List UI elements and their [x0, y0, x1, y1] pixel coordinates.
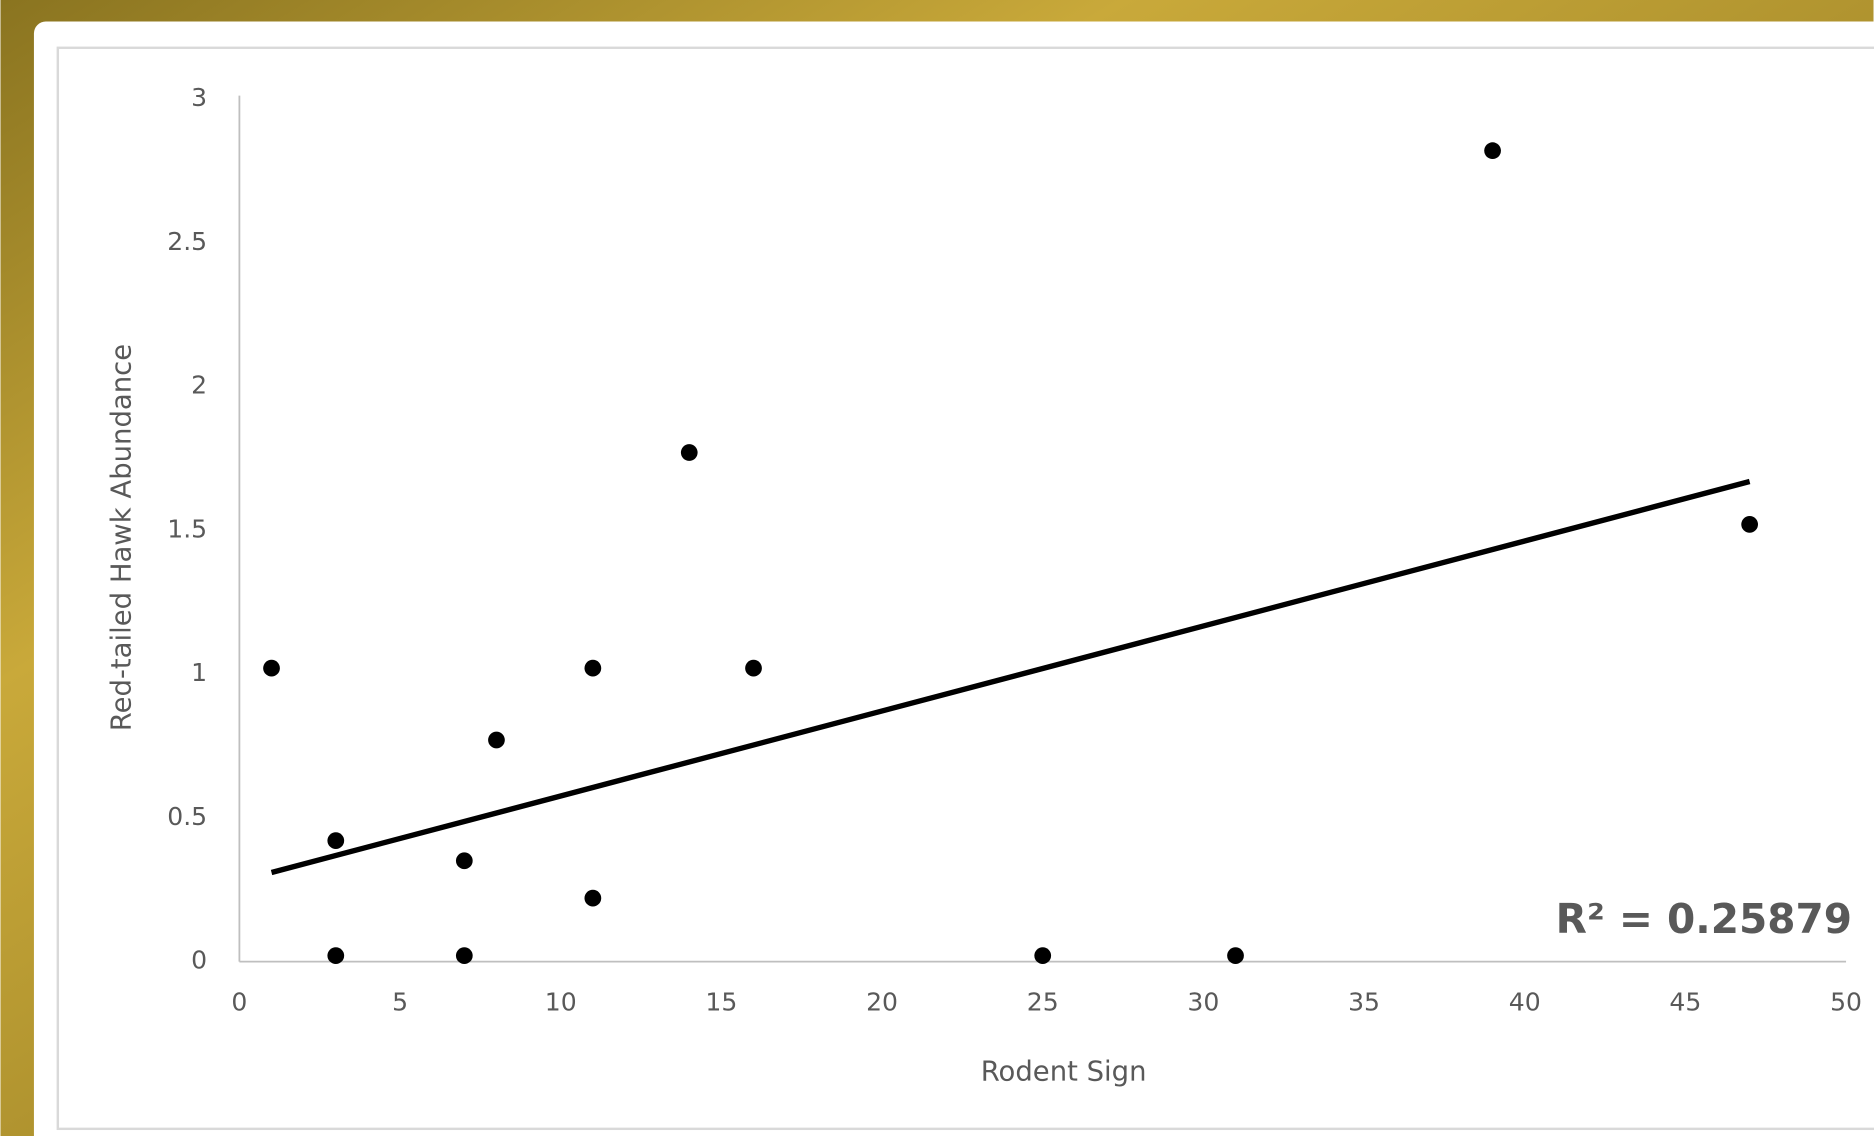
- y-tick-label: 2: [191, 371, 207, 400]
- r-squared: R² = 0.25879: [1556, 895, 1852, 943]
- card: [34, 22, 1874, 1136]
- data-point: [584, 660, 601, 677]
- x-tick-label: 15: [705, 987, 737, 1016]
- x-tick-label: 20: [866, 987, 898, 1016]
- data-point: [488, 732, 505, 749]
- x-tick-label: 45: [1669, 987, 1701, 1016]
- data-point: [1741, 516, 1758, 533]
- screenshot: Rodent Sign Red-tailed Hawk Abundance R²…: [0, 0, 1874, 1136]
- data-point: [263, 660, 280, 677]
- y-tick-label: 1.5: [167, 514, 207, 543]
- data-point: [327, 947, 344, 964]
- y-tick-label: 1: [191, 658, 207, 687]
- x-tick-label: 30: [1187, 987, 1219, 1016]
- data-point: [681, 444, 698, 461]
- x-tick-label: 25: [1027, 987, 1059, 1016]
- x-tick-label: 40: [1509, 987, 1541, 1016]
- x-tick-label: 10: [545, 987, 577, 1016]
- x-tick-label: 50: [1830, 987, 1862, 1016]
- y-tick-label: 3: [191, 83, 207, 112]
- y-tick-label: 2.5: [167, 227, 207, 256]
- data-point: [1227, 947, 1244, 964]
- x-tick-label: 5: [392, 987, 408, 1016]
- x-axis-title: Rodent Sign: [981, 1057, 1147, 1088]
- x-tick-label: 0: [231, 987, 247, 1016]
- data-point: [745, 660, 762, 677]
- page: {"chart_data": {"type": "scatter", "xlab…: [0, 0, 1874, 1136]
- y-tick-label: 0.5: [167, 802, 207, 831]
- data-point: [584, 890, 601, 907]
- data-point: [1034, 947, 1051, 964]
- data-point: [456, 852, 473, 869]
- data-point: [327, 832, 344, 849]
- y-axis-title: Red-tailed Hawk Abundance: [106, 344, 137, 731]
- y-tick-label: 0: [191, 946, 207, 975]
- x-tick-label: 35: [1348, 987, 1380, 1016]
- data-point: [456, 947, 473, 964]
- data-point: [1484, 142, 1501, 159]
